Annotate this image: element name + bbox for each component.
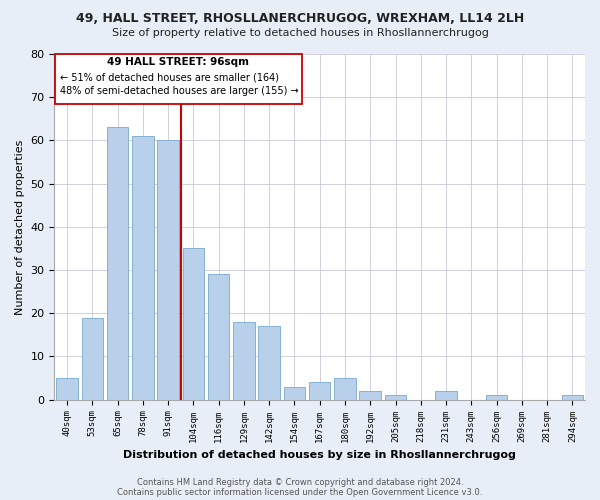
Text: ← 51% of detached houses are smaller (164): ← 51% of detached houses are smaller (16… bbox=[60, 72, 279, 82]
Bar bbox=[107, 128, 128, 400]
Bar bbox=[157, 140, 179, 400]
Text: 49, HALL STREET, RHOSLLANERCHRUGOG, WREXHAM, LL14 2LH: 49, HALL STREET, RHOSLLANERCHRUGOG, WREX… bbox=[76, 12, 524, 26]
Bar bbox=[259, 326, 280, 400]
Bar bbox=[233, 322, 254, 400]
Bar bbox=[486, 396, 508, 400]
Bar bbox=[562, 396, 583, 400]
Text: 49 HALL STREET: 96sqm: 49 HALL STREET: 96sqm bbox=[107, 58, 250, 68]
Y-axis label: Number of detached properties: Number of detached properties bbox=[15, 139, 25, 314]
Text: Contains HM Land Registry data © Crown copyright and database right 2024.: Contains HM Land Registry data © Crown c… bbox=[137, 478, 463, 487]
Bar bbox=[132, 136, 154, 400]
Bar bbox=[208, 274, 229, 400]
Bar bbox=[309, 382, 331, 400]
Text: Contains public sector information licensed under the Open Government Licence v3: Contains public sector information licen… bbox=[118, 488, 482, 497]
Text: 48% of semi-detached houses are larger (155) →: 48% of semi-detached houses are larger (… bbox=[60, 86, 299, 97]
Bar bbox=[359, 391, 381, 400]
Bar bbox=[55, 54, 302, 104]
X-axis label: Distribution of detached houses by size in Rhosllannerchrugog: Distribution of detached houses by size … bbox=[123, 450, 516, 460]
Bar bbox=[435, 391, 457, 400]
Bar bbox=[82, 318, 103, 400]
Bar bbox=[56, 378, 78, 400]
Bar bbox=[385, 396, 406, 400]
Text: Size of property relative to detached houses in Rhosllannerchrugog: Size of property relative to detached ho… bbox=[112, 28, 488, 38]
Bar bbox=[182, 248, 204, 400]
Bar bbox=[284, 386, 305, 400]
Bar bbox=[334, 378, 356, 400]
